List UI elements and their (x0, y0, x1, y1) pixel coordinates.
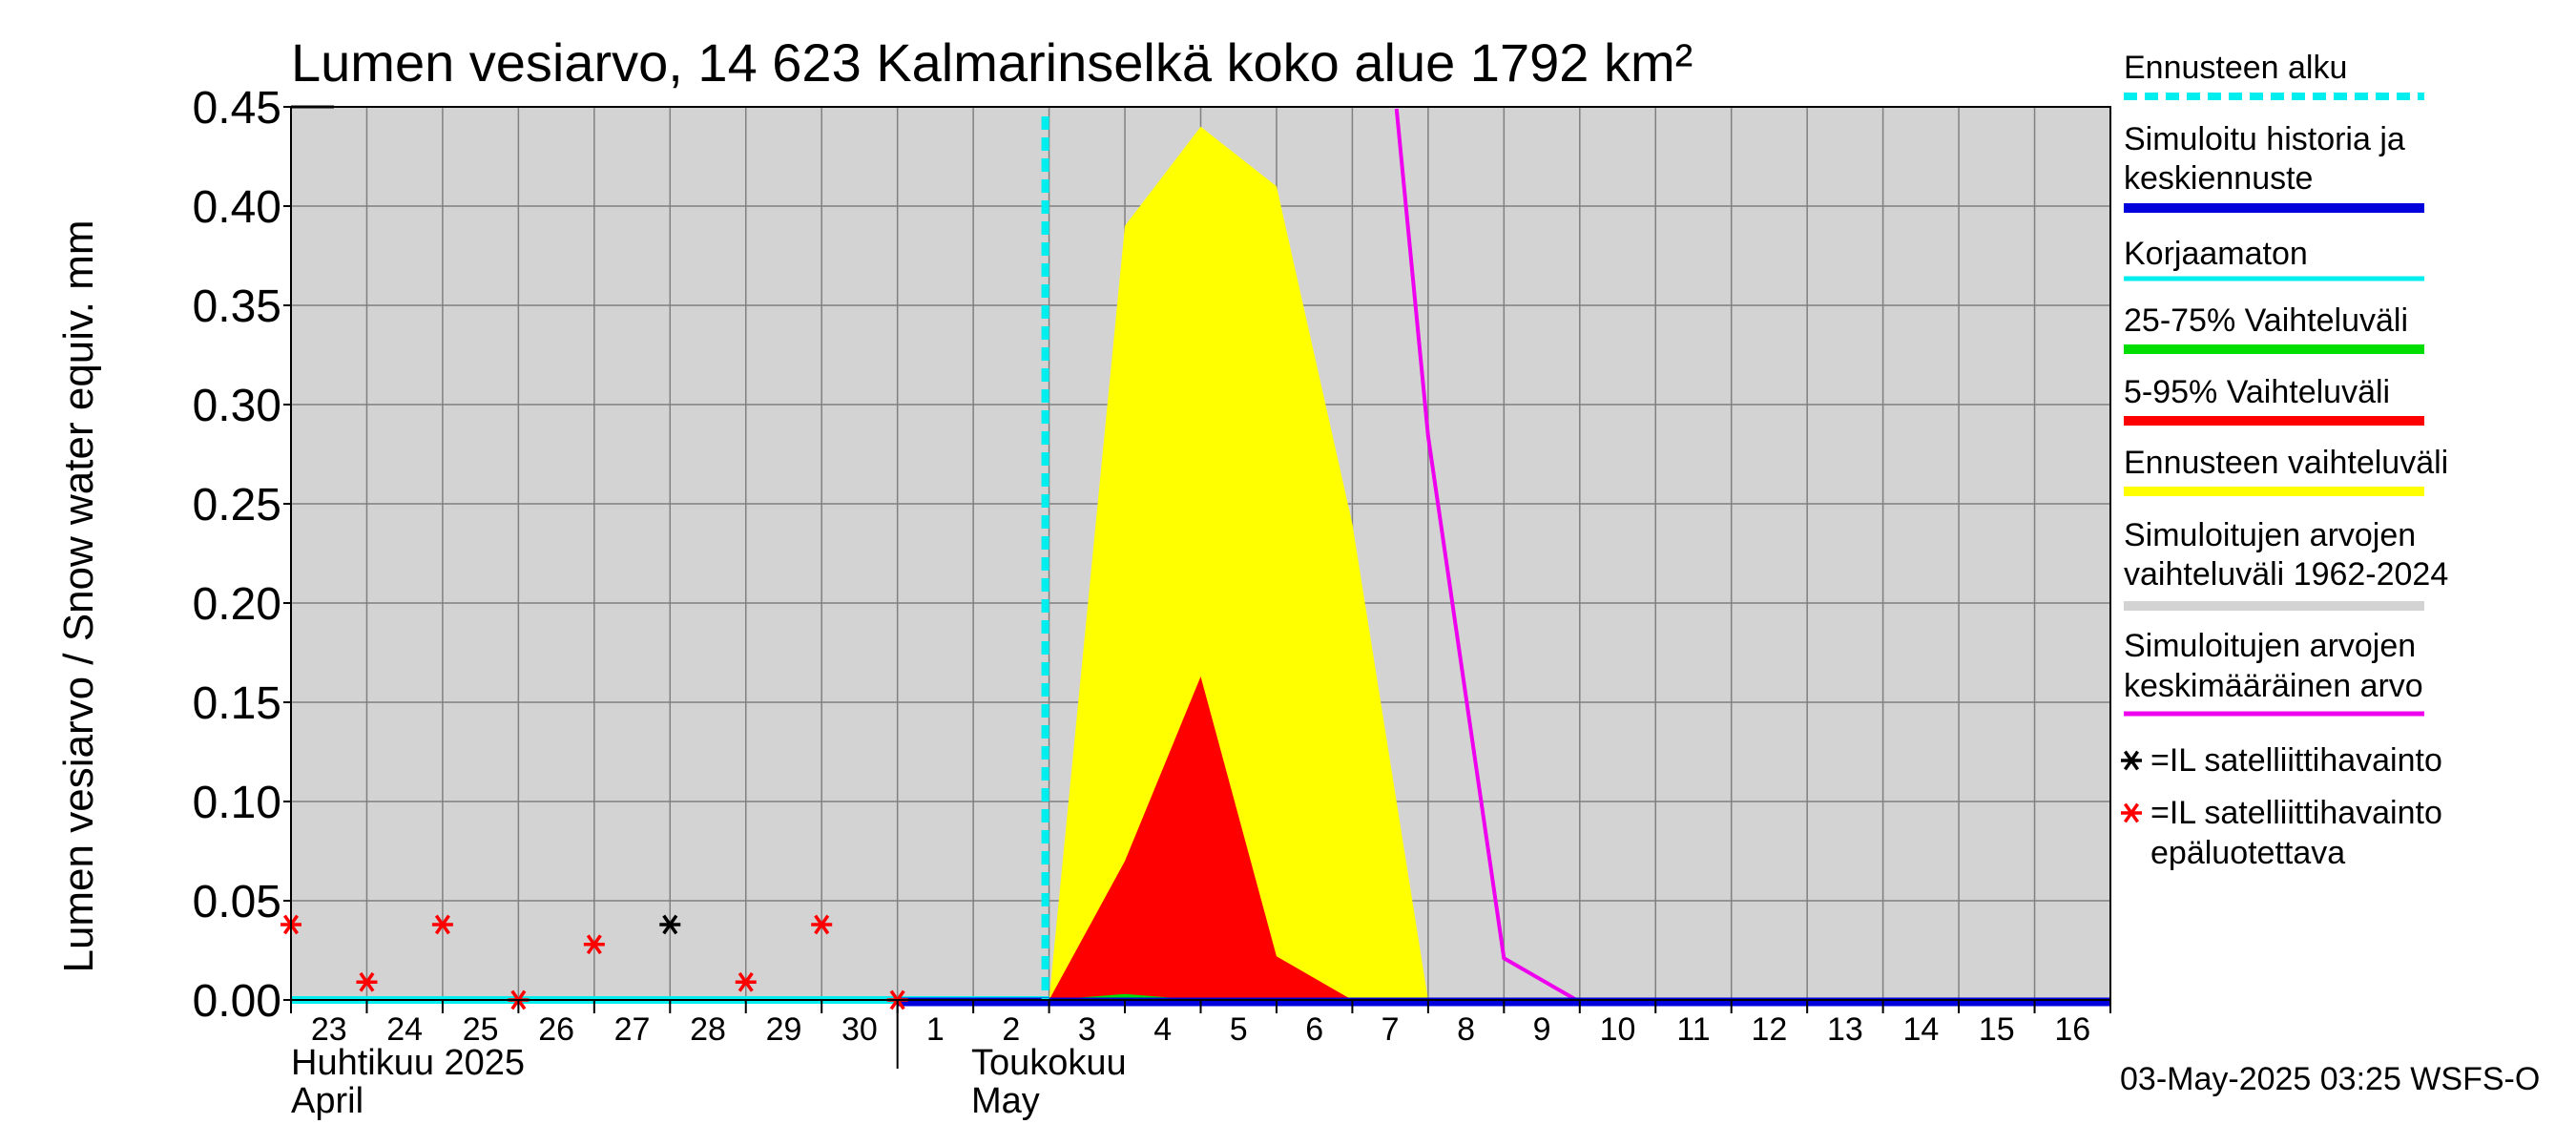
x-tick-label: 10 (1600, 1011, 1636, 1048)
marker-stroke (662, 914, 678, 935)
legend-item: =IL satelliittihavainto epäluotettava (2121, 795, 2442, 871)
x-tick-label: 6 (1305, 1011, 1323, 1048)
satellite-marker (735, 971, 757, 992)
satellite-marker (583, 934, 605, 955)
x-tick-label: 26 (538, 1011, 574, 1048)
legend-item: Ennusteen vaihteluväli (2124, 445, 2448, 496)
legend-item-label: =IL satelliittihavainto (2150, 742, 2442, 779)
satellite-marker (811, 914, 833, 935)
x-tick-label: 30 (841, 1011, 878, 1048)
legend-item-label: Simuloitujen arvojen (2124, 628, 2416, 664)
legend-item: Ennusteen alku (2124, 50, 2424, 100)
legend-item-label: keskiennuste (2124, 160, 2313, 197)
x-tick-label: 5 (1230, 1011, 1248, 1048)
x-tick-label: 24 (386, 1011, 423, 1048)
y-tick-label: 0.30 (193, 381, 281, 431)
x-tick-label: 11 (1676, 1011, 1710, 1048)
marker-stroke (737, 971, 754, 992)
x-tick-label: 12 (1752, 1011, 1788, 1048)
legend-item-label: Simuloitujen arvojen (2124, 517, 2416, 553)
legend-item-label: vaihteluväli 1962-2024 (2124, 556, 2448, 593)
month-label-fi: Toukokuu (971, 1043, 1127, 1083)
month-label-en: May (971, 1081, 1040, 1121)
legend-item: Simuloitujen arvojen keskimääräinen arvo (2124, 628, 2424, 717)
satellite-marker (356, 971, 378, 992)
footer-timestamp: 03-May-2025 03:25 WSFS-O (2120, 1061, 2540, 1097)
y-tick-label: 0.05 (193, 877, 281, 927)
month-label-en: April (291, 1081, 364, 1121)
month-label-fi: Huhtikuu 2025 (291, 1043, 525, 1083)
band-ffff00 (1049, 126, 1428, 1001)
y-tick-label: 0.00 (193, 976, 281, 1027)
legend-item-label: keskimääräinen arvo (2124, 668, 2423, 704)
satellite-marker (659, 914, 681, 935)
y-tick-label: 0.15 (193, 678, 281, 729)
x-tick-label: 23 (311, 1011, 347, 1048)
y-tick-label: 0.10 (193, 778, 281, 828)
x-tick-label: 14 (1902, 1011, 1939, 1048)
marker-stroke (586, 934, 602, 955)
x-tick-label: 15 (1979, 1011, 2015, 1048)
band-ff0000 (1049, 676, 1353, 1000)
legend-item-label: Ennusteen vaihteluväli (2124, 445, 2448, 481)
x-tick-label: 4 (1153, 1011, 1172, 1048)
x-tick-label: 7 (1381, 1011, 1400, 1048)
marker-stroke (2123, 750, 2140, 771)
legend-item: 5-95% Vaihteluväli (2124, 374, 2424, 426)
legend-item-label: Simuloitu historia ja (2124, 121, 2405, 157)
x-tick-label: 13 (1827, 1011, 1863, 1048)
x-tick-label: 25 (463, 1011, 499, 1048)
marker-stroke (814, 914, 830, 935)
y-tick-label: 0.20 (193, 579, 281, 630)
x-tick-label: 1 (926, 1011, 945, 1048)
chart-title: Lumen vesiarvo, 14 623 Kalmarinselkä kok… (291, 32, 1693, 93)
x-tick-label: 2 (1002, 1011, 1020, 1048)
legend-item: =IL satelliittihavainto (2121, 742, 2442, 779)
x-tick-label: 29 (766, 1011, 802, 1048)
legend-item-label: epäluotettava (2150, 835, 2345, 871)
y-tick-label: 0.35 (193, 281, 281, 332)
x-tick-label: 9 (1533, 1011, 1551, 1048)
legend-item: Korjaamaton (2124, 236, 2424, 281)
x-tick-label: 16 (2054, 1011, 2090, 1048)
marker-stroke (434, 914, 450, 935)
legend-item: 25-75% Vaihteluväli (2124, 302, 2424, 354)
marker-stroke (359, 971, 375, 992)
y-axis-label: Lumen vesiarvo / Snow water equiv. mm (55, 219, 102, 972)
marker-stroke (2123, 802, 2140, 823)
legend-item-label: 25-75% Vaihteluväli (2124, 302, 2408, 339)
x-tick-label: 3 (1078, 1011, 1096, 1048)
legend-item-label: Ennusteen alku (2124, 50, 2347, 86)
legend-item-label: 5-95% Vaihteluväli (2124, 374, 2390, 410)
y-tick-label: 0.45 (193, 83, 281, 134)
y-tick-label: 0.40 (193, 182, 281, 233)
x-tick-label: 28 (690, 1011, 726, 1048)
legend-marker-icon (2121, 802, 2142, 823)
legend-item-label: =IL satelliittihavainto (2150, 795, 2442, 831)
legend-item-label: Korjaamaton (2124, 236, 2308, 272)
axis-layer: 0.00 0.05 0.10 0.15 0.20 0.25 0.30 0.35 0.40 0.45… (193, 83, 2111, 1121)
y-tick-label: 0.25 (193, 480, 281, 531)
x-tick-label: 8 (1457, 1011, 1475, 1048)
legend-marker-icon (2121, 750, 2142, 771)
x-tick-label: 27 (614, 1011, 651, 1048)
satellite-marker (431, 914, 453, 935)
